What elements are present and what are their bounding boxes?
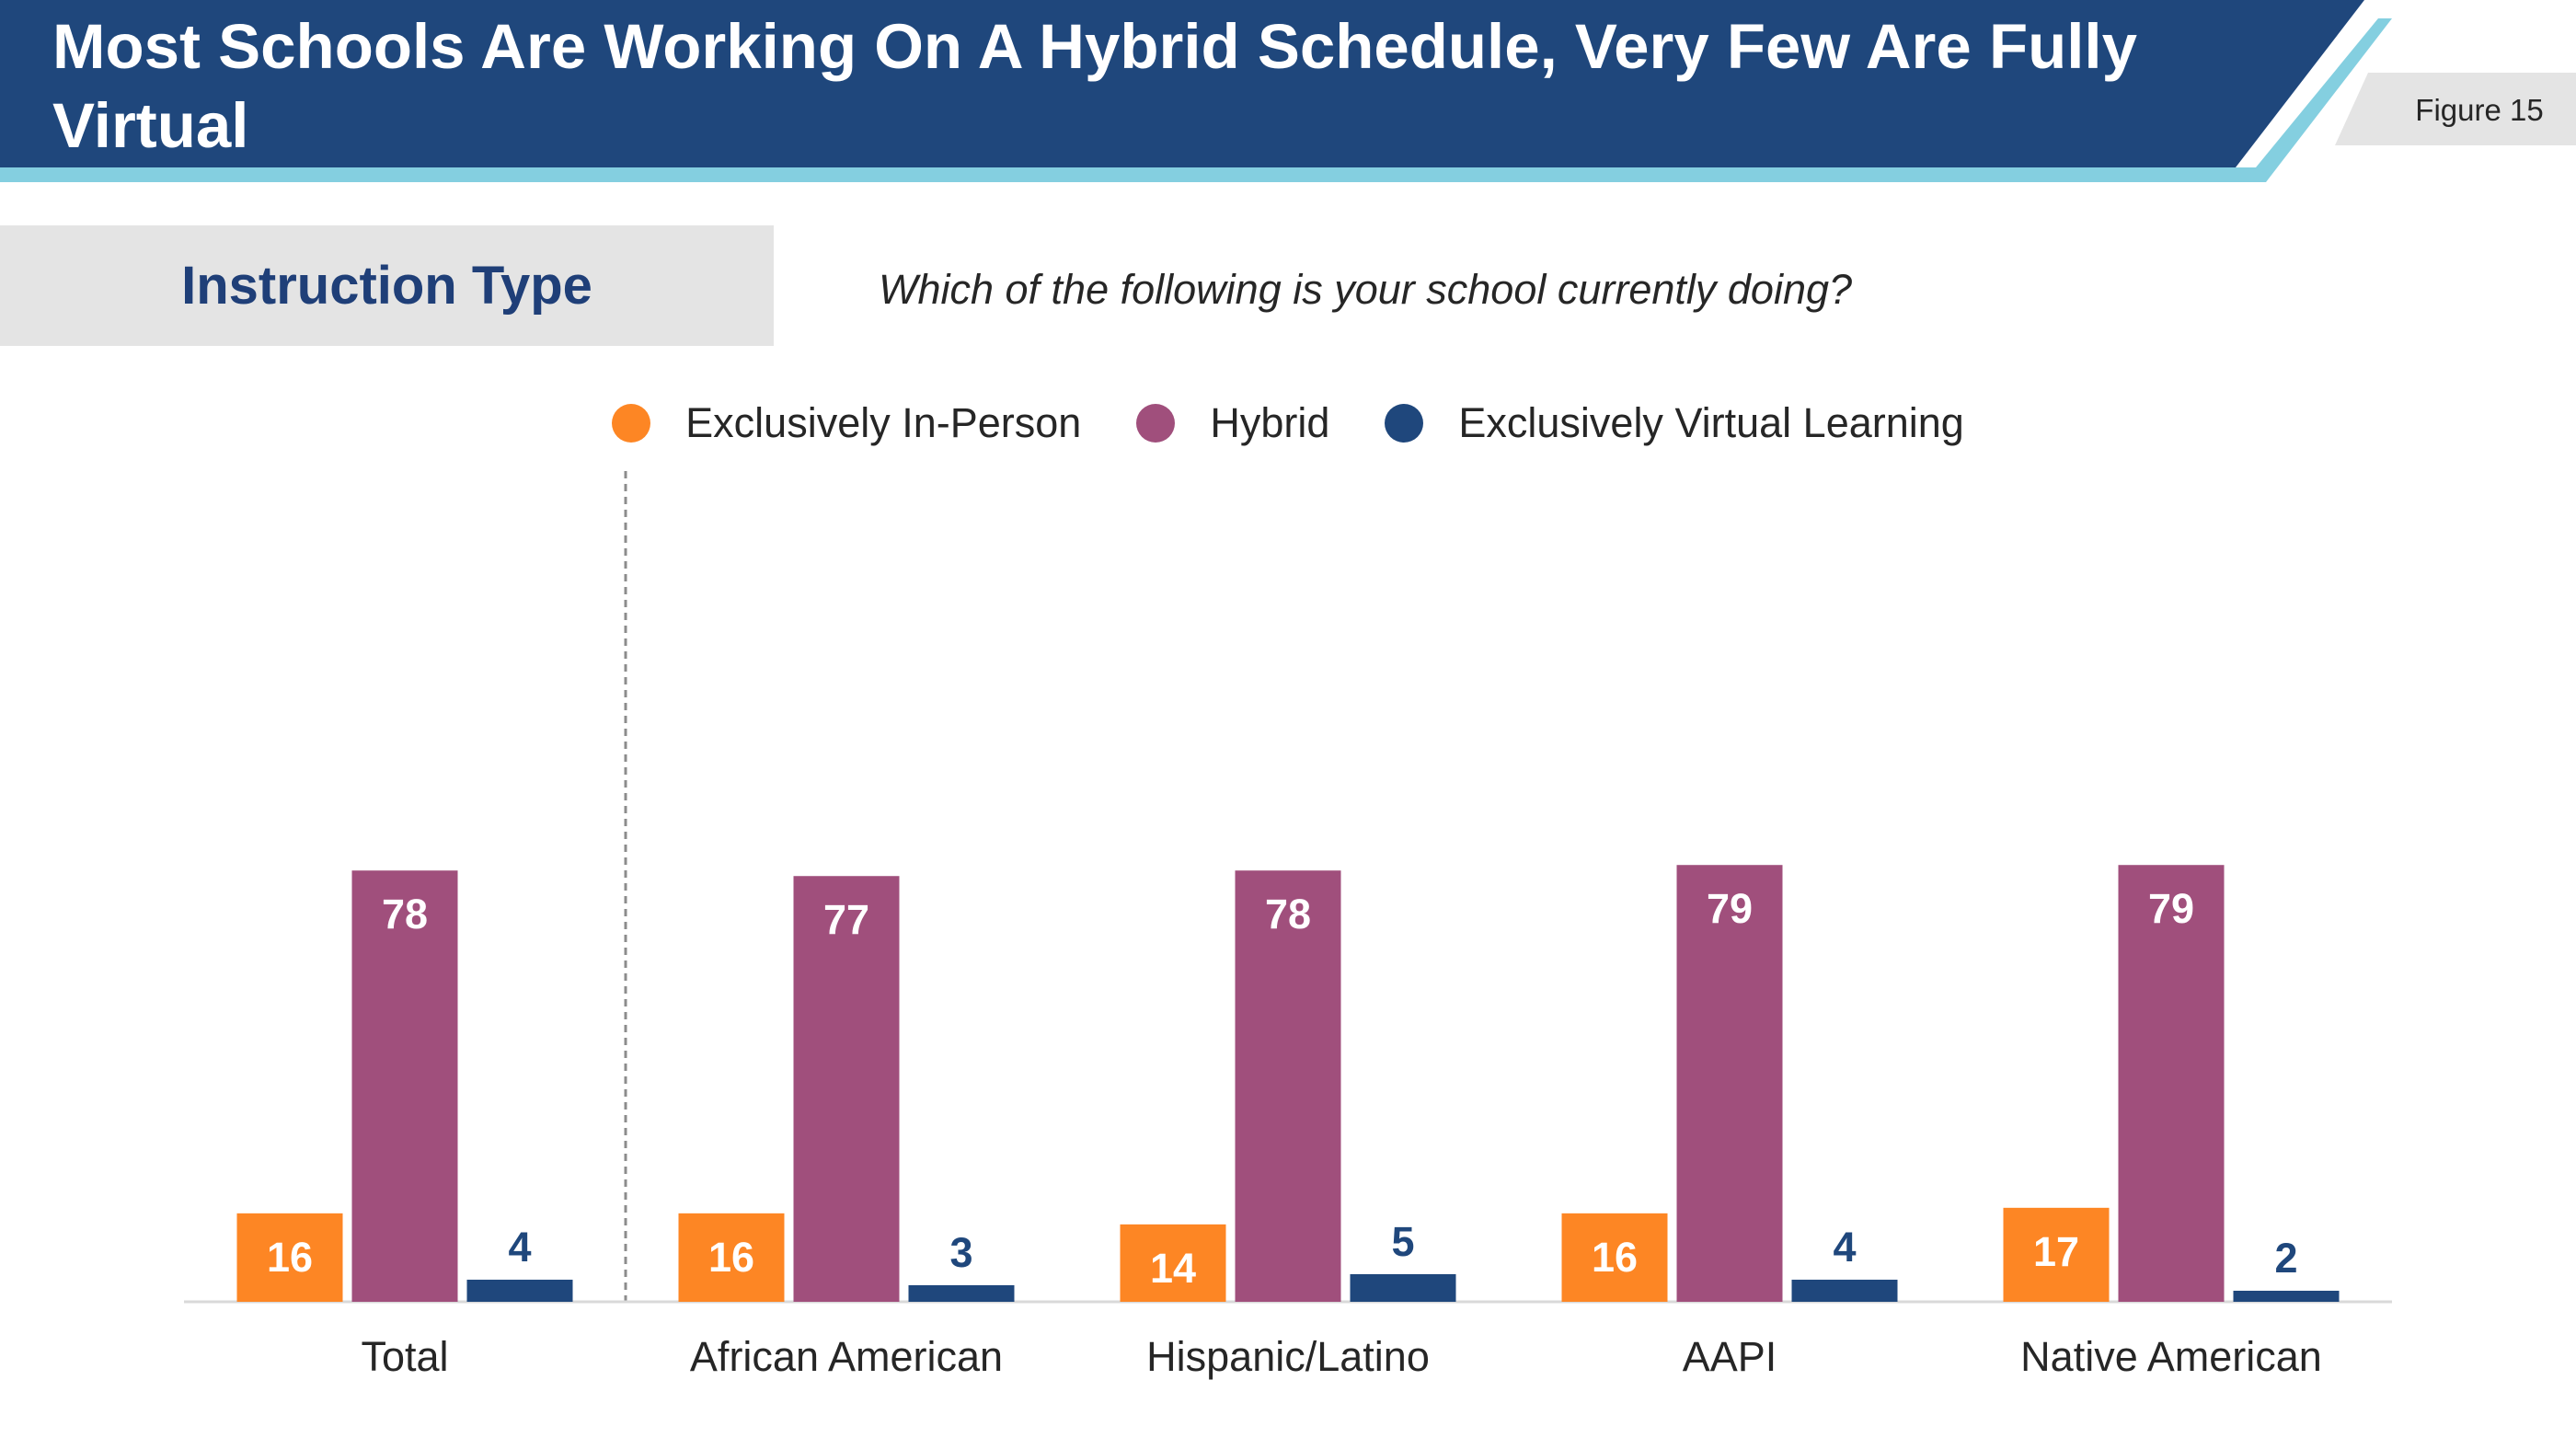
bar-in-person-native-american (2003, 1207, 2110, 1302)
data-label-hybrid-african-american: 77 (823, 896, 869, 943)
data-label-in-person-aapi: 16 (1592, 1234, 1638, 1281)
legend-label-in-person: Exclusively In-Person (685, 399, 1082, 446)
category-label-hispanic-latino: Hispanic/Latino (1146, 1333, 1430, 1380)
data-label-virtual-african-american: 3 (949, 1229, 972, 1276)
bar-virtual-total (466, 1279, 573, 1302)
section-title: Instruction Type (181, 256, 592, 316)
data-label-virtual-aapi: 4 (1833, 1224, 1856, 1271)
legend-swatch-virtual (1385, 404, 1424, 443)
legend-swatch-hybrid (1136, 404, 1176, 443)
legend-label-hybrid: Hybrid (1210, 399, 1330, 446)
category-label-native-american: Native American (2020, 1333, 2322, 1380)
bar-virtual-hispanic-latino (1350, 1273, 1456, 1302)
bar-hybrid-total (351, 870, 458, 1302)
section-header-box (0, 225, 774, 346)
bar-virtual-native-american (2233, 1290, 2340, 1302)
data-label-hybrid-total: 78 (382, 891, 428, 937)
bar-virtual-african-american (908, 1284, 1015, 1302)
bar-in-person-hispanic-latino (1120, 1224, 1226, 1302)
title-banner (0, 0, 2392, 182)
data-label-hybrid-aapi: 79 (1707, 885, 1753, 932)
bar-virtual-aapi (1791, 1279, 1898, 1302)
chart-legend: Exclusively In-Person Hybrid Exclusively… (0, 391, 2576, 455)
category-label-aapi: AAPI (1683, 1333, 1777, 1380)
legend-swatch-in-person (612, 404, 651, 443)
legend-label-virtual: Exclusively Virtual Learning (1458, 399, 1964, 446)
bar-hybrid-native-american (2118, 865, 2225, 1302)
data-label-in-person-total: 16 (267, 1234, 313, 1281)
data-label-in-person-native-american: 17 (2033, 1228, 2079, 1275)
bar-in-person-african-american (678, 1213, 785, 1302)
category-label-african-american: African American (690, 1333, 1003, 1380)
page-title: Most Schools Are Working On A Hybrid Sch… (52, 11, 2137, 161)
bar-in-person-total (236, 1213, 343, 1302)
figure-number: Figure 15 (2415, 93, 2544, 127)
bar-chart: 16 78 4 Total 16 77 3 African American 14 78 5 Hisp… (184, 471, 2392, 1380)
data-label-hybrid-native-american: 79 (2148, 885, 2194, 932)
legend-item-virtual: Exclusively Virtual Learning (1385, 399, 1964, 447)
data-label-virtual-hispanic-latino: 5 (1391, 1218, 1414, 1265)
survey-question: Which of the following is your school cu… (879, 266, 1853, 313)
category-label-total: Total (361, 1333, 448, 1380)
bar-in-person-aapi (1561, 1213, 1668, 1302)
data-label-in-person-hispanic-latino: 14 (1150, 1245, 1196, 1292)
bar-hybrid-aapi (1676, 865, 1783, 1302)
data-label-virtual-total: 4 (508, 1224, 531, 1271)
data-label-in-person-african-american: 16 (708, 1234, 754, 1281)
data-label-hybrid-hispanic-latino: 78 (1265, 891, 1311, 937)
legend-item-hybrid: Hybrid (1136, 399, 1329, 447)
figure-tab (2335, 73, 2576, 145)
banner-background (0, 0, 2364, 167)
bar-hybrid-african-american (793, 876, 900, 1302)
legend-item-in-person: Exclusively In-Person (612, 399, 1081, 447)
bar-hybrid-hispanic-latino (1235, 870, 1341, 1302)
data-label-virtual-native-american: 2 (2274, 1235, 2297, 1282)
